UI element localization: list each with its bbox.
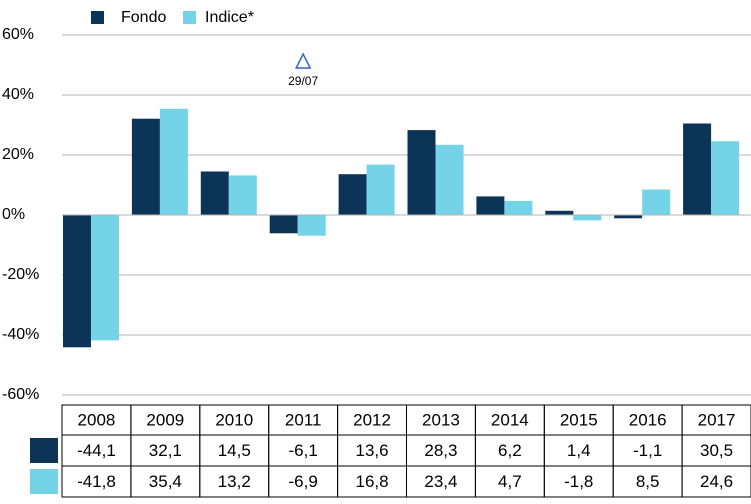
bar xyxy=(200,171,229,215)
x-tick-label: 2014 xyxy=(491,410,529,429)
y-tick-label: -20% xyxy=(2,266,39,283)
data-label: 13,6 xyxy=(356,441,389,460)
x-tick-label: 2008 xyxy=(78,410,116,429)
bar xyxy=(228,175,257,215)
annotation-marker xyxy=(294,52,312,69)
bar xyxy=(338,174,367,215)
y-tick-label: -40% xyxy=(2,326,39,343)
bar xyxy=(63,215,91,348)
bar xyxy=(91,215,119,341)
annotation-label: 29/07 xyxy=(288,74,318,88)
bar xyxy=(269,215,298,234)
bar xyxy=(435,144,464,215)
table-legend-swatch xyxy=(30,469,58,494)
y-tick-label: 0% xyxy=(2,206,25,223)
bar xyxy=(642,189,671,215)
x-tick-label: 2013 xyxy=(422,410,460,429)
legend-label: Fondo xyxy=(121,9,166,26)
bar xyxy=(159,108,188,215)
data-label: -6,9 xyxy=(289,472,318,491)
legend-label: Indice* xyxy=(205,9,254,26)
x-tick-label: 2009 xyxy=(146,410,184,429)
data-label: 30,5 xyxy=(700,441,733,460)
legend-swatch xyxy=(91,11,104,24)
data-label: 23,4 xyxy=(424,472,457,491)
x-tick-label: 2012 xyxy=(353,410,391,429)
bar xyxy=(711,141,740,215)
data-label: -44,1 xyxy=(77,441,116,460)
legend-swatch xyxy=(183,11,196,24)
x-tick-label: 2011 xyxy=(285,410,322,429)
data-label: -6,1 xyxy=(289,441,318,460)
bar xyxy=(476,196,505,215)
data-label: 8,5 xyxy=(636,472,660,491)
data-label: 14,5 xyxy=(218,441,251,460)
data-label: 16,8 xyxy=(356,472,389,491)
bar xyxy=(545,210,574,215)
y-tick-label: 40% xyxy=(2,86,34,103)
bar xyxy=(131,118,160,215)
x-tick-label: 2017 xyxy=(698,410,736,429)
data-label: 6,2 xyxy=(498,441,522,460)
data-label: 32,1 xyxy=(149,441,182,460)
data-label: 24,6 xyxy=(700,472,733,491)
data-label: 28,3 xyxy=(424,441,457,460)
x-tick-label: 2016 xyxy=(629,410,667,429)
data-label: 35,4 xyxy=(149,472,182,491)
bar xyxy=(407,130,436,215)
y-tick-label: 20% xyxy=(2,146,34,163)
data-label: 4,7 xyxy=(498,472,522,491)
y-tick-label: -60% xyxy=(2,386,39,403)
bar xyxy=(683,123,712,215)
x-tick-label: 2015 xyxy=(560,410,598,429)
table-legend-swatch xyxy=(30,438,58,463)
y-tick-label: 60% xyxy=(2,26,34,43)
data-label: 1,4 xyxy=(567,441,591,460)
bar xyxy=(504,200,533,215)
data-label: 13,2 xyxy=(218,472,251,491)
x-tick-label: 2010 xyxy=(215,410,253,429)
data-label: -1,1 xyxy=(633,441,662,460)
data-label: -41,8 xyxy=(77,472,116,491)
bar xyxy=(614,215,643,219)
data-label: -1,8 xyxy=(564,472,593,491)
bar xyxy=(366,164,395,215)
bar xyxy=(573,215,602,221)
bar xyxy=(297,215,326,236)
